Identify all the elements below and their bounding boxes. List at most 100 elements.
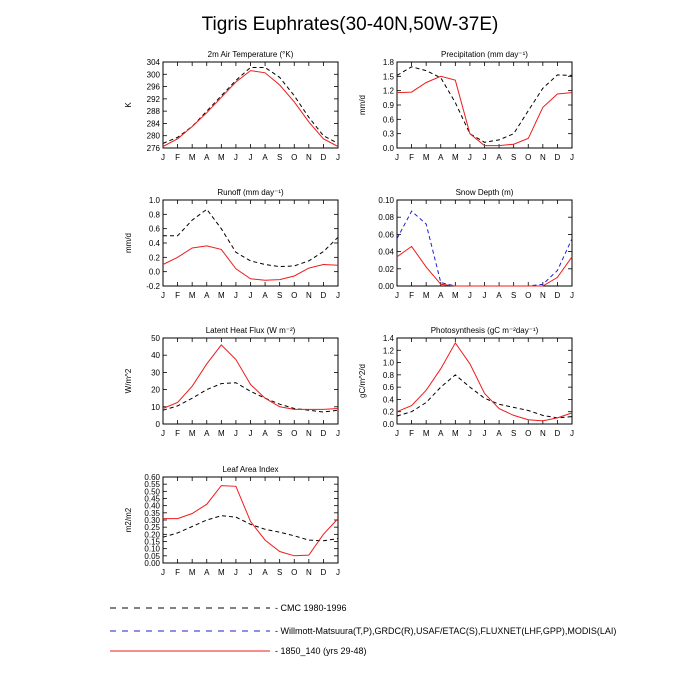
x-tick-label: J <box>249 429 253 438</box>
y-tick-label: 0.2 <box>149 253 161 262</box>
y-tick-label: 0.08 <box>378 213 394 222</box>
x-tick-label: O <box>291 153 297 162</box>
x-tick-label: A <box>438 291 444 300</box>
x-tick-label: J <box>161 153 165 162</box>
x-tick-label: A <box>262 568 268 577</box>
x-tick-label: J <box>336 429 340 438</box>
series-line-obs <box>396 66 573 143</box>
y-axis-label: mm/d <box>358 95 367 115</box>
y-axis-label: mm/d <box>124 233 133 253</box>
x-tick-label: J <box>483 153 487 162</box>
y-tick-label: 40 <box>151 351 160 360</box>
series-line-obs <box>396 374 573 419</box>
y-tick-label: 0.3 <box>383 130 395 139</box>
panel-1: 2m Air Temperature (°K)J F M A M J J A S O N D J2762… <box>124 50 340 162</box>
x-tick-label: M <box>423 291 430 300</box>
x-tick-label: N <box>306 568 312 577</box>
x-tick-label: S <box>277 153 282 162</box>
y-tick-label: 50 <box>151 334 160 343</box>
x-tick-label: J <box>468 291 472 300</box>
y-tick-label: 0.10 <box>378 196 394 205</box>
y-tick-label: 0.15 <box>144 538 160 547</box>
x-tick-label: O <box>525 291 531 300</box>
x-tick-label: A <box>496 291 502 300</box>
x-tick-label: M <box>452 153 459 162</box>
panel-title: Photosynthesis (gC m⁻²day⁻¹) <box>431 326 539 335</box>
x-tick-label: A <box>438 429 444 438</box>
x-tick-label: J <box>234 429 238 438</box>
x-tick-label: J <box>234 291 238 300</box>
y-tick-label: 280 <box>147 132 161 141</box>
x-tick-label: M <box>423 153 430 162</box>
x-tick-label: J <box>161 568 165 577</box>
series-line-obs <box>162 515 339 542</box>
y-tick-label: 0.00 <box>144 559 160 568</box>
plot-frame <box>162 337 339 425</box>
y-tick-label: 0.06 <box>378 230 394 239</box>
x-tick-label: D <box>555 153 561 162</box>
x-tick-label: M <box>218 153 225 162</box>
x-tick-label: M <box>189 568 196 577</box>
x-tick-label: F <box>409 429 414 438</box>
x-tick-label: J <box>468 153 472 162</box>
x-tick-label: J <box>249 568 253 577</box>
x-tick-label: J <box>570 153 574 162</box>
series-line-model <box>162 70 339 147</box>
x-tick-label: D <box>321 153 327 162</box>
x-tick-label: A <box>262 153 268 162</box>
x-tick-label: A <box>262 291 268 300</box>
y-tick-label: 276 <box>147 144 161 153</box>
x-tick-label: F <box>409 153 414 162</box>
x-tick-label: D <box>555 291 561 300</box>
y-axis-label: K <box>124 102 133 108</box>
x-tick-label: J <box>161 291 165 300</box>
x-tick-label: A <box>204 429 210 438</box>
x-tick-label: D <box>555 429 561 438</box>
y-tick-label: 0.55 <box>144 480 160 489</box>
x-tick-label: J <box>336 291 340 300</box>
x-tick-label: O <box>291 291 297 300</box>
series-line-obs <box>162 67 339 144</box>
x-tick-label: J <box>395 153 399 162</box>
x-tick-label: F <box>409 291 414 300</box>
x-tick-label: S <box>277 429 282 438</box>
y-tick-label: 0.8 <box>149 210 161 219</box>
y-axis-label: m2/m2 <box>124 507 133 532</box>
y-tick-label: 0.6 <box>383 115 395 124</box>
y-tick-label: 0.2 <box>383 408 395 417</box>
series-line-model <box>163 485 339 557</box>
panel-2: Precipitation (mm day⁻¹)J F M A M J J A S O N D J0.0… <box>358 50 574 162</box>
series-line-obs <box>162 382 339 413</box>
panel-title: Runoff (mm day⁻¹) <box>217 188 284 197</box>
series-line-model <box>162 245 339 281</box>
x-tick-label: N <box>306 153 312 162</box>
x-tick-label: O <box>291 429 297 438</box>
panel-title: 2m Air Temperature (°K) <box>208 50 294 59</box>
x-tick-label: A <box>496 429 502 438</box>
x-tick-label: J <box>336 153 340 162</box>
y-tick-label: 0.4 <box>149 239 161 248</box>
legend-label-2: - Willmott-Matsuura(T,P),GRDC(R),USAF/ET… <box>275 626 616 636</box>
panel-4: Snow Depth (m)J F M A M J J A S O N D J0.000.020.040… <box>378 188 574 300</box>
y-tick-label: 0.10 <box>144 545 160 554</box>
x-tick-label: M <box>423 429 430 438</box>
y-tick-label: 0.30 <box>144 516 160 525</box>
x-tick-label: A <box>496 153 502 162</box>
series-line-obs <box>163 208 339 268</box>
panel-title: Precipitation (mm day⁻¹) <box>441 50 528 59</box>
series-line-model <box>396 75 573 147</box>
y-tick-label: 0.50 <box>144 487 160 496</box>
x-tick-label: J <box>468 429 472 438</box>
x-tick-label: F <box>175 291 180 300</box>
figure-title: Tigris Euphrates(30-40N,50W-37E) <box>202 14 499 35</box>
x-tick-label: S <box>511 429 516 438</box>
x-tick-label: M <box>218 291 225 300</box>
y-tick-label: 1.4 <box>383 334 395 343</box>
series-line-model <box>396 245 573 287</box>
x-tick-label: J <box>483 291 487 300</box>
y-tick-label: 296 <box>147 83 161 92</box>
y-tick-label: 20 <box>151 386 160 395</box>
panel-title: Latent Heat Flux (W m⁻²) <box>206 326 296 335</box>
x-tick-label: M <box>218 568 225 577</box>
x-tick-label: N <box>540 153 546 162</box>
